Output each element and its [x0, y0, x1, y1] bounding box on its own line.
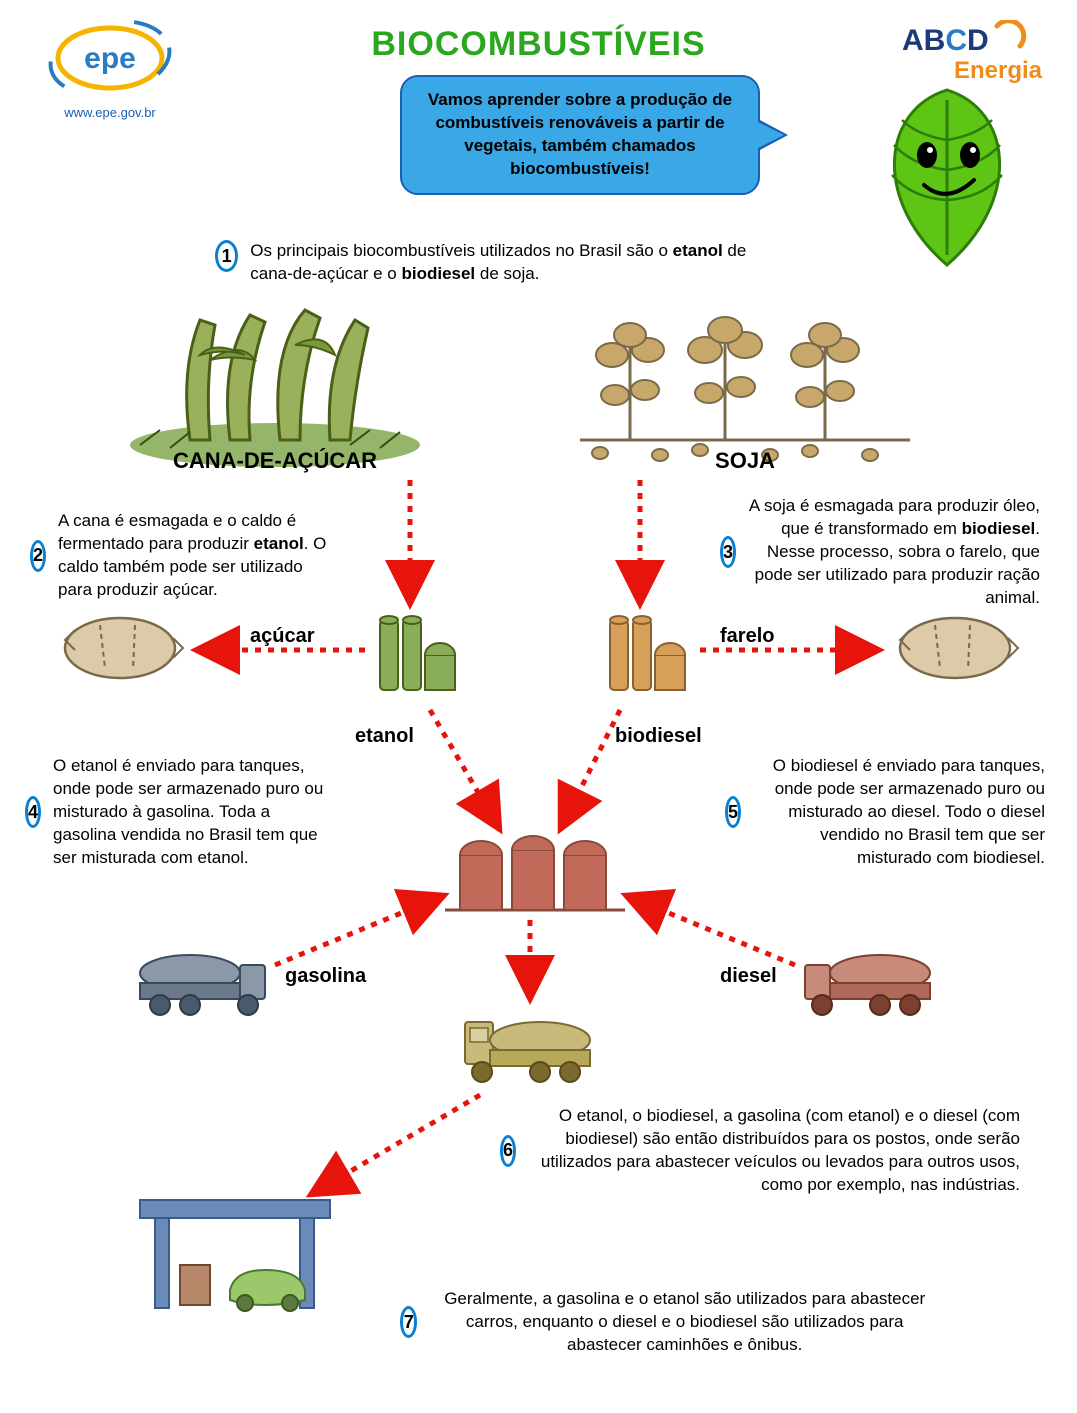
step-1: 1 Os principais biocombustíveis utilizad…	[215, 240, 775, 286]
crop-cane-label: CANA-DE-AÇÚCAR	[120, 448, 430, 474]
step-7: 7 Geralmente, a gasolina e o etanol são …	[400, 1288, 940, 1357]
speech-bubble: Vamos aprender sobre a produção de combu…	[400, 75, 760, 195]
step-1-text: Os principais biocombustíveis utilizados…	[250, 240, 775, 286]
step-6: 6 O etanol, o biodiesel, a gasolina (com…	[500, 1105, 1020, 1197]
label-biodiesel: biodiesel	[615, 725, 702, 748]
label-farelo: farelo	[720, 625, 774, 648]
step-3-badge: 3	[720, 536, 736, 568]
step-5-text: O biodiesel é enviado para tanques, onde…	[753, 755, 1045, 870]
tanks-icon	[440, 825, 630, 925]
leaf-mascot-icon	[862, 80, 1032, 285]
label-diesel: diesel	[720, 965, 777, 988]
step-4-text: O etanol é enviado para tanques, onde po…	[53, 755, 335, 870]
step-3: 3 A soja é esmagada para produzir óleo, …	[720, 495, 1040, 610]
abcd-logo: ABCD Energia	[902, 20, 1042, 85]
truck-blue-icon	[130, 945, 270, 1025]
step-6-text: O etanol, o biodiesel, a gasolina (com e…	[528, 1105, 1020, 1197]
crop-soy-label: SOJA	[570, 448, 920, 474]
step-6-badge: 6	[500, 1135, 516, 1167]
truck-yellow-icon	[460, 1010, 600, 1095]
step-1-badge: 1	[215, 240, 238, 272]
factory-orange-icon	[595, 605, 695, 705]
step-7-text: Geralmente, a gasolina e o etanol são ut…	[429, 1288, 940, 1357]
epe-url: www.epe.gov.br	[35, 105, 185, 120]
sack-right-icon	[890, 610, 1020, 690]
truck-red-icon	[800, 945, 940, 1025]
gas-station-icon	[120, 1180, 350, 1325]
step-5-badge: 5	[725, 796, 741, 828]
step-7-badge: 7	[400, 1306, 417, 1338]
step-2-text: A cana é esmagada e o caldo é fermentado…	[58, 510, 340, 602]
step-2-badge: 2	[30, 540, 46, 572]
factory-green-icon	[365, 605, 465, 705]
speech-bubble-text: Vamos aprender sobre a produção de combu…	[428, 90, 732, 178]
label-etanol: etanol	[355, 725, 414, 748]
step-3-text: A soja é esmagada para produzir óleo, qu…	[748, 495, 1040, 610]
step-5: 5 O biodiesel é enviado para tanques, on…	[725, 755, 1045, 870]
label-acucar: açúcar	[250, 625, 315, 648]
step-4: 4 O etanol é enviado para tanques, onde …	[25, 755, 335, 870]
sack-left-icon	[55, 610, 185, 690]
svg-text:ABCD: ABCD	[902, 24, 989, 56]
step-4-badge: 4	[25, 796, 41, 828]
step-2: 2 A cana é esmagada e o caldo é fermenta…	[30, 510, 340, 602]
label-gasolina: gasolina	[285, 965, 366, 988]
